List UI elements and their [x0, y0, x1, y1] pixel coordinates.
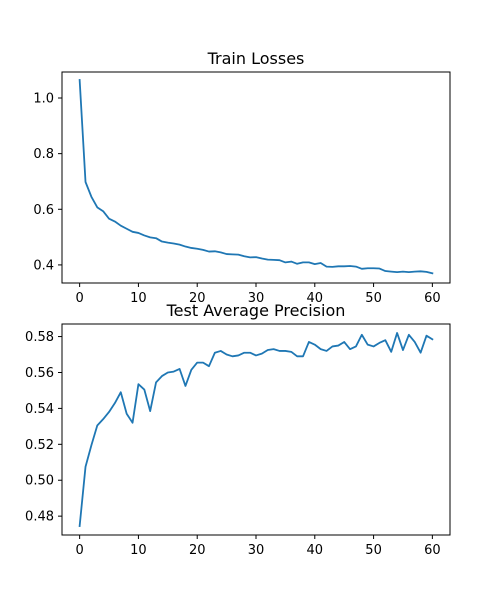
train-losses-series-line — [78, 78, 434, 275]
test-average-precision-xtick-label: 60 — [424, 543, 441, 558]
test-average-precision-xtick-label: 20 — [189, 543, 206, 558]
test-average-precision-title: Test Average Precision — [166, 301, 346, 320]
train-losses-title: Train Losses — [207, 49, 305, 68]
test-average-precision-xtick-label: 50 — [365, 543, 382, 558]
test-average-precision-marks — [78, 332, 434, 528]
test-average-precision-ytick-label: 0.50 — [25, 474, 54, 489]
train-losses-ytick-label: 0.8 — [33, 147, 54, 162]
train-losses-ytick-label: 1.0 — [33, 92, 54, 107]
test-average-precision-xtick-label: 40 — [307, 543, 324, 558]
train-losses-xtick-label: 40 — [307, 291, 324, 306]
train-losses-xtick-label: 20 — [189, 291, 206, 306]
train-losses-xtick-label: 50 — [365, 291, 382, 306]
train-losses-xtick-label: 0 — [75, 291, 83, 306]
test-average-precision-xtick-label: 10 — [130, 543, 147, 558]
test-average-precision-ytick-label: 0.52 — [25, 438, 54, 453]
test-average-precision-series-line — [78, 332, 434, 528]
train-losses-ytick-label: 0.4 — [33, 258, 54, 273]
train-losses-xtick-label: 30 — [248, 291, 265, 306]
test-average-precision-ytick-label: 0.56 — [25, 366, 54, 381]
train-losses-chart: Train Losses 0 10 20 30 40 50 60 0.4 0.6 0.8 1.0 — [33, 49, 451, 306]
train-losses-axes: 0 10 20 30 40 50 60 0.4 0.6 0.8 1.0 — [33, 71, 451, 306]
test-average-precision-xtick-label: 30 — [248, 543, 265, 558]
test-average-precision-ytick-label: 0.54 — [25, 402, 54, 417]
train-losses-xtick-label: 60 — [424, 291, 441, 306]
test-average-precision-xtick-label: 0 — [75, 543, 83, 558]
train-losses-xtick-label: 10 — [130, 291, 147, 306]
train-losses-ytick-label: 0.6 — [33, 203, 54, 218]
test-average-precision-ytick-label: 0.48 — [25, 510, 54, 525]
test-average-precision-ytick-label: 0.58 — [25, 330, 54, 345]
test-average-precision-chart: Test Average Precision 0 10 20 30 40 50 60 0.48… — [25, 301, 451, 558]
test-average-precision-axes: 0 10 20 30 40 50 60 0.48 0.50 0.52 0.54 0.56 0.58 — [25, 323, 451, 558]
train-losses-marks — [78, 78, 434, 275]
